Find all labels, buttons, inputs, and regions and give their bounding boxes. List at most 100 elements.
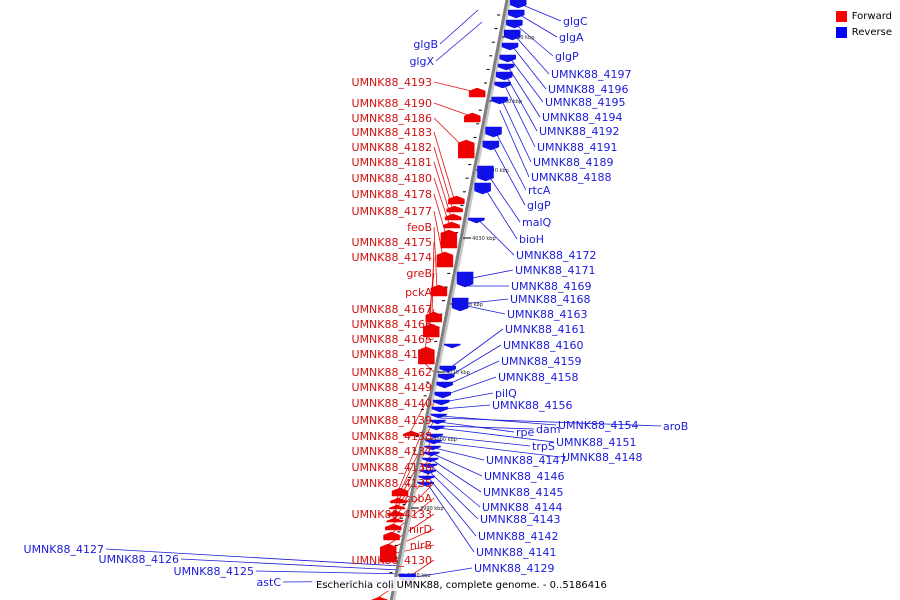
label-connector bbox=[467, 269, 514, 280]
gene-label: UMNK88_4183 bbox=[352, 126, 432, 139]
label-connector bbox=[433, 453, 483, 477]
label-connector bbox=[433, 81, 476, 93]
gene-label: UMNK88_4159 bbox=[501, 355, 581, 368]
label-connector bbox=[462, 298, 509, 305]
tick-label: 4010 kbp bbox=[446, 370, 470, 376]
reverse-gene-arrow bbox=[428, 425, 445, 431]
label-connector bbox=[438, 427, 555, 443]
tick-label: 4000 kbp bbox=[433, 437, 457, 443]
reverse-gene-arrow bbox=[482, 140, 500, 151]
label-connector bbox=[433, 226, 438, 291]
label-connector bbox=[513, 34, 550, 75]
label-connector bbox=[435, 21, 483, 62]
label-connector bbox=[449, 328, 504, 369]
label-connector bbox=[504, 84, 536, 148]
forward-gene-arrow bbox=[448, 195, 465, 205]
reverse-gene-arrow bbox=[421, 457, 439, 463]
forward-gene-arrow bbox=[380, 543, 397, 563]
caption-bg bbox=[312, 577, 587, 591]
label-connector bbox=[505, 75, 538, 132]
label-connector bbox=[434, 447, 485, 461]
gene-label: glgP bbox=[555, 50, 579, 63]
gene-label: glgP bbox=[527, 199, 551, 212]
label-connector bbox=[499, 109, 530, 178]
gene-label: UMNK88_4188 bbox=[531, 171, 611, 184]
gene-label: trpS bbox=[532, 440, 555, 453]
legend-forward: Forward bbox=[835, 8, 892, 24]
gene-label: UMNK88_4172 bbox=[516, 249, 596, 262]
label-connector bbox=[433, 131, 455, 201]
gene-label: greB bbox=[406, 267, 432, 280]
label-connector bbox=[515, 24, 554, 57]
gene-label: pilQ bbox=[495, 387, 517, 400]
gene-label: UMNK88_4177 bbox=[352, 205, 432, 218]
gene-label: UMNK88_4182 bbox=[352, 141, 432, 154]
label-connector bbox=[518, 13, 558, 38]
forward-gene-arrow bbox=[403, 430, 420, 437]
label-connector bbox=[442, 404, 491, 410]
label-connector bbox=[439, 9, 479, 45]
gene-label: UMNK88_4127 bbox=[24, 543, 104, 556]
reverse-gene-arrow bbox=[423, 451, 440, 457]
label-connector bbox=[396, 419, 435, 500]
gene-label: UMNK88_4189 bbox=[533, 156, 613, 169]
gene-label: UMNK88_4169 bbox=[511, 280, 591, 293]
label-connector bbox=[436, 435, 531, 447]
gene-label: pckA bbox=[405, 286, 432, 299]
reverse-gene-arrow bbox=[494, 81, 511, 89]
gene-label: glgB bbox=[413, 38, 438, 51]
label-connector bbox=[433, 210, 444, 259]
gene-label: UMNK88_4139 bbox=[352, 414, 432, 427]
gene-label: UMNK88_4168 bbox=[510, 293, 590, 306]
forward-gene-arrow bbox=[457, 139, 475, 159]
gene-label: UMNK88_4141 bbox=[476, 546, 556, 559]
label-connector bbox=[492, 145, 526, 206]
forward-gene-arrow bbox=[436, 251, 454, 268]
gene-label: UMNK88_4180 bbox=[352, 172, 432, 185]
forward-gene-arrow bbox=[390, 497, 407, 504]
reverse-gene-arrow bbox=[508, 9, 525, 19]
legend: Forward Reverse bbox=[835, 8, 892, 40]
reverse-gene-arrow bbox=[420, 463, 438, 469]
gene-label: UMNK88_4125 bbox=[174, 565, 254, 578]
label-connector bbox=[428, 477, 477, 537]
forward-gene-arrow bbox=[443, 221, 460, 229]
gene-label: astC bbox=[257, 576, 282, 589]
label-connector bbox=[478, 219, 515, 256]
label-connector bbox=[432, 459, 482, 493]
gene-label: UMNK88_4191 bbox=[537, 141, 617, 154]
legend-reverse: Reverse bbox=[835, 24, 892, 40]
reverse-gene-arrow bbox=[468, 217, 485, 224]
gene-label: UMNK88_4193 bbox=[352, 76, 432, 89]
tick-label: 4050 kbp bbox=[499, 99, 523, 105]
label-connector bbox=[409, 567, 473, 579]
gene-label: UMNK88_4181 bbox=[352, 156, 432, 169]
forward-gene-arrow bbox=[371, 596, 388, 600]
gene-label: UMNK88_4197 bbox=[551, 68, 631, 81]
gene-label: UMNK88_4144 bbox=[482, 501, 562, 514]
gene-label: glgX bbox=[409, 55, 434, 68]
label-connector bbox=[501, 99, 532, 163]
forward-gene-arrow bbox=[464, 112, 481, 123]
gene-label: UMNK88_4167 bbox=[352, 303, 432, 316]
gene-label: glgA bbox=[559, 31, 584, 44]
reverse-gene-arrow bbox=[503, 29, 521, 41]
feature-glyphs bbox=[371, 0, 527, 600]
gene-label: UMNK88_4163 bbox=[507, 308, 587, 321]
genome-axis: 4060 kbp 4050 kbp 4040 kbp 4030 kbp 4020 kbp… bbox=[384, 0, 534, 600]
label-connector bbox=[444, 376, 497, 396]
label-connector bbox=[433, 102, 471, 117]
reverse-gene-arrow bbox=[485, 126, 502, 138]
gene-label: UMNK88_4164 bbox=[352, 348, 432, 361]
gene-label: feoB bbox=[407, 221, 432, 234]
label-connector bbox=[487, 173, 521, 223]
forward-gene-arrow bbox=[446, 205, 463, 213]
forward-gene-arrow bbox=[422, 323, 440, 338]
gene-label: UMNK88_4195 bbox=[545, 96, 625, 109]
gene-label: UMNK88_4147 bbox=[486, 454, 566, 467]
gene-label: UMNK88_4192 bbox=[539, 125, 619, 138]
gene-label: UMNK88_4129 bbox=[474, 562, 554, 575]
reverse-gene-arrow bbox=[424, 445, 441, 451]
tick-label: 4060 kbp bbox=[511, 35, 535, 41]
